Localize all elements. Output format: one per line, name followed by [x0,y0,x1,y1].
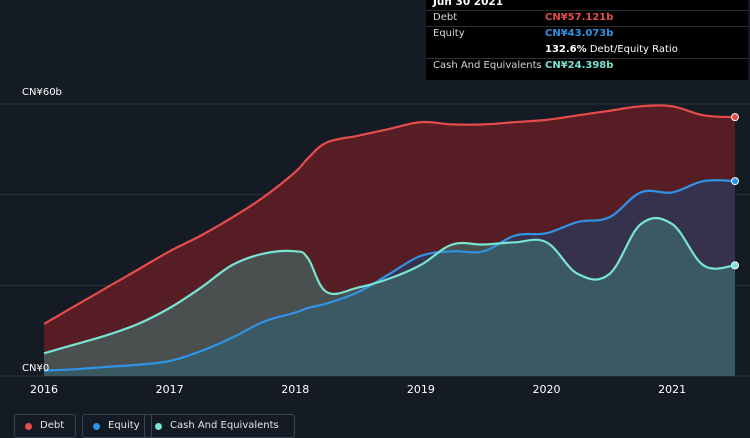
debt-dot-icon [25,423,32,430]
y-tick-label: CN¥60b [22,87,62,98]
series-endpoints [731,113,739,270]
y-axis-ticks: CN¥0 CN¥60b [22,87,62,374]
x-tick-label: 2018 [281,383,309,396]
x-tick-label: 2019 [407,383,435,396]
x-tick-label: 2021 [658,383,686,396]
cash-endpoint [731,261,739,270]
debt-line [43,104,736,325]
legend-item-cash[interactable]: Cash And Equivalents [144,414,295,438]
tooltip-cash-label: Cash And Equivalents [433,60,542,71]
tooltip-debt-label: Debt [433,12,458,23]
cash-dot-icon [155,423,162,430]
series-lines [43,104,736,372]
y-tick-label: CN¥0 [22,363,49,374]
legend-cash-label: Cash And Equivalents [170,420,279,431]
data-tooltip: Jun 30 2021 Debt CN¥57.121b Equity CN¥43… [426,0,748,80]
cash-area [44,217,735,376]
tooltip-row-debt: Debt CN¥57.121b [433,12,743,26]
tooltip-equity-label: Equity [433,28,465,39]
x-axis-ticks: 2016 2017 2018 2019 2020 2021 [30,383,686,396]
cash-line [43,216,736,355]
x-tick-label: 2020 [533,383,561,396]
tooltip-ratio-label: Debt/Equity Ratio [589,44,678,55]
tooltip-divider [426,58,748,59]
equity-endpoint [731,177,739,186]
tooltip-row-cash: Cash And Equivalents CN¥24.398b [433,60,743,74]
tooltip-date: Jun 30 2021 [433,0,504,8]
legend-debt-label: Debt [40,420,65,431]
tooltip-divider [426,10,748,11]
tooltip-ratio: 132.6% Debt/Equity Ratio [545,44,678,55]
tooltip-row-equity: Equity CN¥43.073b [433,28,743,42]
x-tick-label: 2016 [30,383,58,396]
tooltip-equity-value: CN¥43.073b [545,28,614,39]
legend-equity-label: Equity [108,420,140,431]
debt-endpoint [731,113,739,122]
tooltip-ratio-value: 132.6% [545,44,587,55]
tooltip-divider [426,26,748,27]
legend-item-debt[interactable]: Debt [14,414,76,438]
series-areas [44,105,735,376]
x-tick-label: 2017 [156,383,184,396]
equity-dot-icon [93,423,100,430]
tooltip-cash-value: CN¥24.398b [545,60,614,71]
legend-item-equity[interactable]: Equity [82,414,152,438]
tooltip-debt-value: CN¥57.121b [545,12,614,23]
